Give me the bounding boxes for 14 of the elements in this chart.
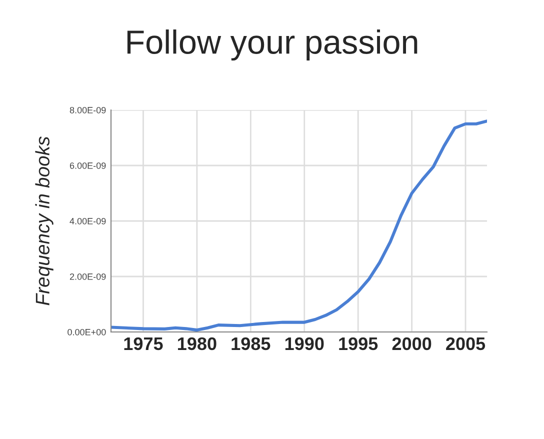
x-tick-label: 1995 [339,337,378,350]
y-tick-label: 0.00E+00 [68,328,106,336]
y-tick-label: 2.00E-09 [70,273,106,280]
x-tick-label: 2005 [446,337,486,350]
x-tick-label: 2000 [392,337,432,350]
y-axis-title: Frequency in books [35,136,54,306]
y-tick-label: 6.00E-09 [70,162,106,169]
x-tick-label: 1980 [178,337,216,350]
y-tick-label: 4.00E-09 [70,218,106,224]
x-tick-label: 1975 [124,337,163,350]
x-tick-label: 1990 [285,337,324,350]
x-tick-label: 1985 [232,337,270,350]
y-tick-label: 8.00E-09 [70,106,106,114]
chart-title: Follow your passion [127,29,418,61]
